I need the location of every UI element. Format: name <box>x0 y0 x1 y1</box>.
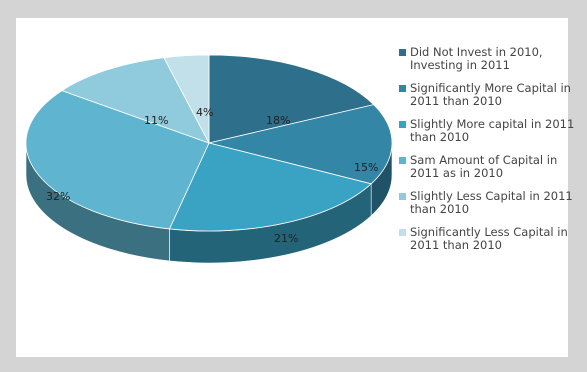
legend-item: Slightly More capital in 2011 than 2010 <box>399 118 587 144</box>
legend: Did Not Invest in 2010, Investing in 201… <box>399 46 587 262</box>
pie-slice[interactable] <box>61 57 210 144</box>
legend-item: Sam Amount of Capital in 2011 as in 2010 <box>399 154 587 180</box>
pie-data-label: 32% <box>46 190 70 203</box>
legend-label: Did Not Invest in 2010, Investing in 201… <box>410 45 543 72</box>
legend-label: Sam Amount of Capital in 2011 as in 2010 <box>410 153 558 180</box>
legend-swatch <box>399 157 406 164</box>
legend-item: Did Not Invest in 2010, Investing in 201… <box>399 46 587 72</box>
pie-data-label: 15% <box>354 161 378 174</box>
pie-slice[interactable] <box>208 54 375 144</box>
legend-label: Significantly Less Capital in 2011 than … <box>410 225 568 252</box>
pie-chart: 18% 15% 21% 32% 11% 4% <box>25 54 393 264</box>
pie-data-label: 11% <box>144 114 168 127</box>
legend-swatch <box>399 229 406 236</box>
legend-swatch <box>399 121 406 128</box>
pie-data-label: 21% <box>274 232 298 245</box>
legend-label: Significantly More Capital in 2011 than … <box>410 81 571 108</box>
legend-label: Slightly More capital in 2011 than 2010 <box>410 117 575 144</box>
chart-area: 18% 15% 21% 32% 11% 4% Did Not Invest in 2010… <box>16 18 574 357</box>
legend-swatch <box>399 85 406 92</box>
legend-item: Significantly More Capital in 2011 than … <box>399 82 587 108</box>
legend-swatch <box>399 193 406 200</box>
pie-data-label: 4% <box>196 106 213 119</box>
pie-slice[interactable] <box>208 104 393 185</box>
legend-swatch <box>399 49 406 56</box>
legend-item: Significantly Less Capital in 2011 than … <box>399 226 587 252</box>
pie-data-label: 18% <box>266 114 290 127</box>
legend-label: Slightly Less Capital in 2011 than 2010 <box>410 189 573 216</box>
pie-slice[interactable] <box>168 142 372 232</box>
legend-item: Slightly Less Capital in 2011 than 2010 <box>399 190 587 216</box>
pie-slice[interactable] <box>163 54 210 144</box>
pie-slice[interactable] <box>25 90 210 230</box>
